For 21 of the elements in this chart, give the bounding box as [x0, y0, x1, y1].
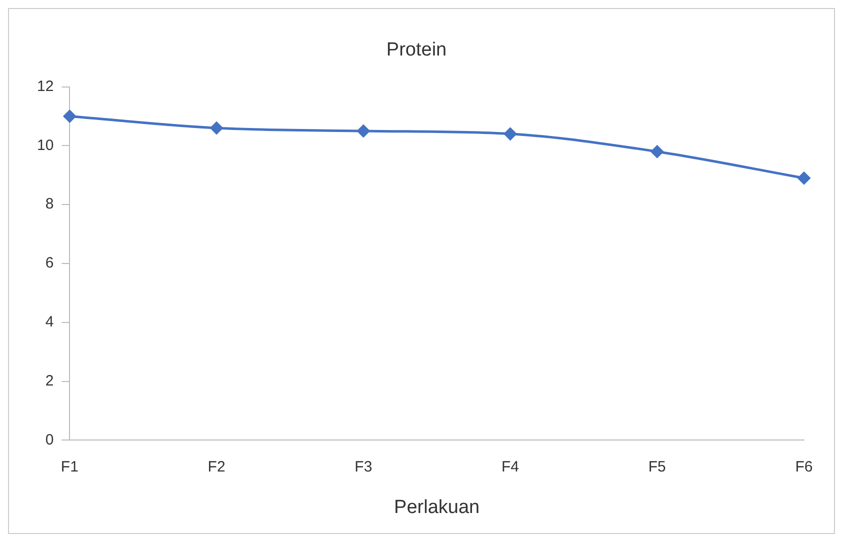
chart-title: Protein — [386, 40, 447, 61]
x-tick-label: F4 — [502, 458, 520, 476]
y-tick-label: 4 — [45, 314, 54, 331]
x-tick-label: F1 — [60, 458, 78, 476]
point — [504, 128, 517, 140]
y-tick-label: 2 — [45, 372, 54, 390]
point — [210, 122, 223, 134]
point — [357, 124, 370, 138]
y-tick-label: 0 — [45, 431, 54, 448]
x-tick-label: F5 — [648, 458, 666, 476]
y-tick-label: 12 — [36, 78, 54, 95]
y-tick-label: 10 — [36, 136, 54, 154]
point — [650, 145, 664, 158]
y-tick-label: 6 — [45, 254, 54, 272]
x-tick-label: F3 — [354, 458, 372, 476]
point — [798, 172, 810, 184]
point — [63, 110, 76, 122]
x-tick-label: F6 — [795, 458, 813, 476]
x-tick-label: F2 — [208, 458, 226, 476]
y-tick-label: 8 — [45, 196, 54, 213]
x-axis-title: Perlakuan — [394, 496, 480, 518]
